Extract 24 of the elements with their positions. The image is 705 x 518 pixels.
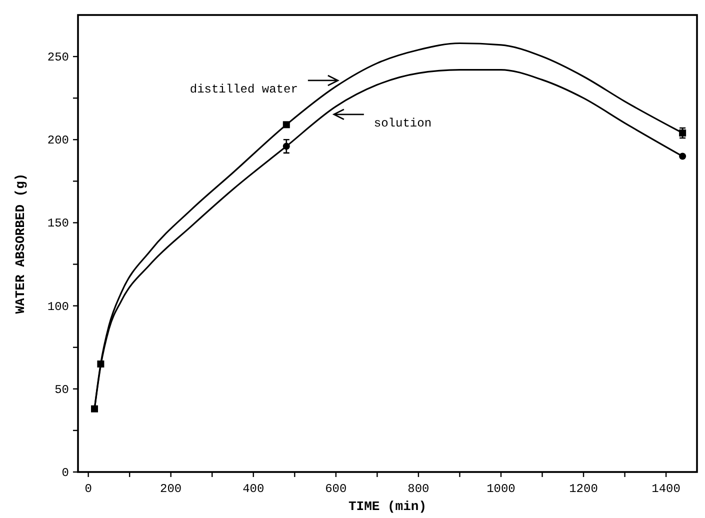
point <box>97 360 104 368</box>
series-label: distilled water <box>190 82 298 96</box>
x-tick-label: 600 <box>325 482 347 496</box>
y-tick-label: 0 <box>62 466 69 480</box>
x-axis-title: TIME (min) <box>348 499 427 514</box>
point <box>679 129 686 136</box>
x-tick-label: 1200 <box>569 482 598 496</box>
y-axis-title: WATER ABSORBED (g) <box>13 173 28 314</box>
x-tick-label: 400 <box>242 482 264 496</box>
y-tick-label: 100 <box>47 300 69 314</box>
x-tick-label: 0 <box>84 482 92 496</box>
x-tick-label: 200 <box>160 482 182 496</box>
point <box>679 152 686 160</box>
text: solution <box>374 116 432 130</box>
x-tick-label: 800 <box>408 482 430 496</box>
y-tick-label: 250 <box>47 50 69 65</box>
x-tick-label: 1400 <box>652 482 680 496</box>
point <box>282 142 290 150</box>
x-tick-label: 1000 <box>486 482 516 496</box>
y-tick-label: 200 <box>47 134 69 148</box>
y-tick-label: 50 <box>54 382 69 397</box>
point <box>91 405 98 412</box>
point <box>282 121 290 128</box>
y-tick-label: 150 <box>47 216 69 231</box>
